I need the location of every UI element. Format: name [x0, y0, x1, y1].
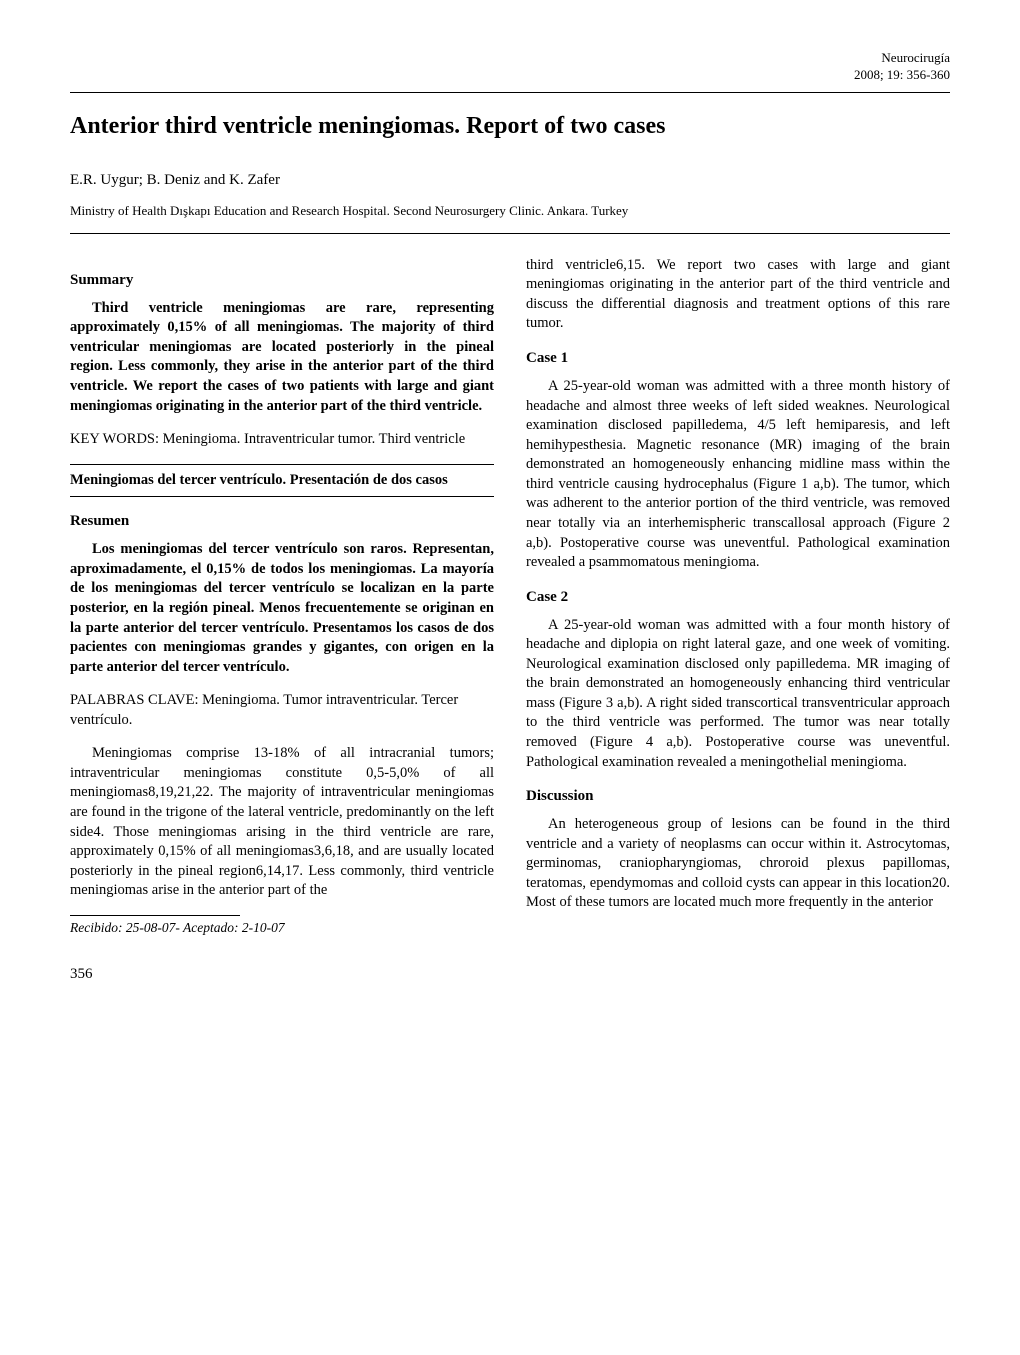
article-title: Anterior third ventricle meningiomas. Re…	[70, 113, 950, 140]
rule-top	[70, 92, 950, 93]
spanish-title: Meningiomas del tercer ventrículo. Prese…	[70, 464, 494, 498]
authors: E.R. Uygur; B. Deniz and K. Zafer	[70, 172, 950, 189]
journal-name: Neurocirugía	[70, 50, 950, 67]
resumen-heading: Resumen	[70, 513, 494, 530]
discussion-text: An heterogeneous group of lesions can be…	[526, 815, 950, 913]
summary-text: Third ventricle meningiomas are rare, re…	[70, 299, 494, 416]
right-column: third ventricle6,15. We report two cases…	[526, 256, 950, 936]
journal-issue: 2008; 19: 356-360	[70, 67, 950, 84]
keywords-es: PALABRAS CLAVE: Meningioma. Tumor intrav…	[70, 691, 494, 730]
intro-continued: third ventricle6,15. We report two cases…	[526, 256, 950, 334]
discussion-heading: Discussion	[526, 788, 950, 805]
page-number: 356	[70, 966, 950, 983]
case1-text: A 25-year-old woman was admitted with a …	[526, 377, 950, 573]
left-column: Summary Third ventricle meningiomas are …	[70, 256, 494, 936]
intro-paragraph-1: Meningiomas comprise 13-18% of all intra…	[70, 744, 494, 901]
case1-heading: Case 1	[526, 350, 950, 367]
affiliation: Ministry of Health Dışkapı Education and…	[70, 203, 950, 219]
case2-heading: Case 2	[526, 589, 950, 606]
journal-header: Neurocirugía 2008; 19: 356-360	[70, 50, 950, 84]
rule-after-affiliation	[70, 233, 950, 234]
received-accepted: Recibido: 25-08-07- Aceptado: 2-10-07	[70, 920, 494, 936]
rule-before-recibido	[70, 915, 240, 916]
two-column-body: Summary Third ventricle meningiomas are …	[70, 256, 950, 936]
keywords-en: KEY WORDS: Meningioma. Intraventricular …	[70, 430, 494, 450]
resumen-text: Los meningiomas del tercer ventrículo so…	[70, 540, 494, 677]
case2-text: A 25-year-old woman was admitted with a …	[526, 616, 950, 773]
summary-heading: Summary	[70, 272, 494, 289]
